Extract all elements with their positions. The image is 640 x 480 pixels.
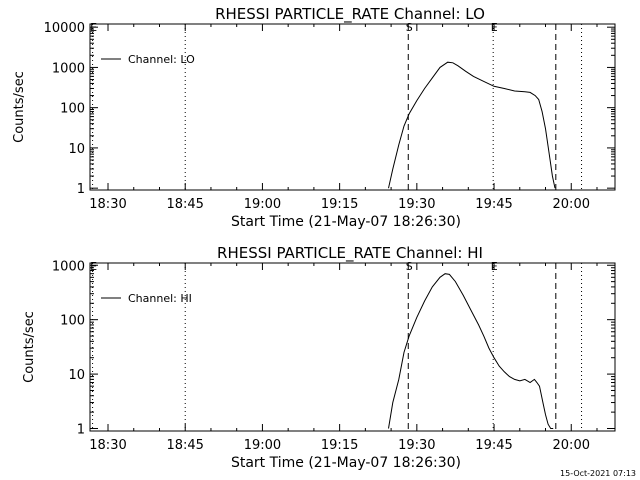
x-tick-label: 19:45 xyxy=(475,197,512,212)
event-markers-lo: ESE xyxy=(90,21,583,190)
event-marker-label: S xyxy=(406,260,413,273)
plot-frame-lo xyxy=(89,23,616,191)
series-line-hi xyxy=(388,273,554,429)
x-tick-label: 18:30 xyxy=(89,438,126,453)
y-tick-label: 10 xyxy=(68,368,85,383)
y-tick-label: 1000 xyxy=(52,259,85,274)
x-axis-ticks-hi: 18:30 18:45 19:00 19:15 19:30 19:45 20:00 xyxy=(89,263,598,453)
y-axis-ticks-hi: 1 10 100 1000 xyxy=(52,259,615,438)
x-tick-label: 18:30 xyxy=(89,197,126,212)
panel-lo: RHESSI PARTICLE_RATE Channel: LO ESE 18:… xyxy=(12,5,616,230)
y-axis-label-hi: Counts/sec xyxy=(22,311,37,383)
plot-frame-hi xyxy=(89,262,616,432)
y-tick-label: 100 xyxy=(60,102,85,117)
y-tick-label: 10 xyxy=(68,142,85,157)
event-marker-label: E xyxy=(90,260,97,273)
x-tick-label: 19:15 xyxy=(321,438,358,453)
footer-timestamp: 15-Oct-2021 07:13 xyxy=(560,469,636,478)
x-tick-label: 20:00 xyxy=(553,438,590,453)
y-tick-label: 1 xyxy=(77,423,85,438)
legend-lo: Channel: LO xyxy=(101,53,195,66)
x-tick-label: 18:45 xyxy=(166,197,203,212)
x-tick-label: 19:45 xyxy=(475,438,512,453)
x-tick-label: 18:45 xyxy=(166,438,203,453)
x-axis-ticks-lo: 18:30 18:45 19:00 19:15 19:30 19:45 20:00 xyxy=(89,24,598,212)
chart-title-hi: RHESSI PARTICLE_RATE Channel: HI xyxy=(217,244,483,263)
y-tick-label: 100 xyxy=(60,314,85,329)
x-tick-label: 20:00 xyxy=(553,197,590,212)
panel-hi: RHESSI PARTICLE_RATE Channel: HI ESE 18:… xyxy=(22,244,616,471)
x-tick-label: 19:15 xyxy=(321,197,358,212)
x-axis-label-lo: Start Time (21-May-07 18:26:30) xyxy=(231,214,461,230)
event-marker-label: S xyxy=(406,21,413,34)
y-tick-label: 10000 xyxy=(44,21,85,36)
legend-hi: Channel: HI xyxy=(101,292,192,305)
y-axis-label-lo: Counts/sec xyxy=(12,71,27,143)
x-tick-label: 19:30 xyxy=(398,438,435,453)
x-tick-label: 19:30 xyxy=(398,197,435,212)
legend-label-hi: Channel: HI xyxy=(128,292,192,305)
x-tick-label: 19:00 xyxy=(244,438,281,453)
y-tick-label: 1 xyxy=(77,182,85,197)
chart-title-lo: RHESSI PARTICLE_RATE Channel: LO xyxy=(215,5,485,24)
y-tick-label: 1000 xyxy=(52,61,85,76)
series-line-lo xyxy=(388,61,556,189)
event-markers-hi: ESE xyxy=(90,260,583,431)
y-axis-ticks-lo: 1 10 100 1000 10000 xyxy=(44,21,615,197)
legend-label-lo: Channel: LO xyxy=(128,53,195,66)
x-axis-label-hi: Start Time (21-May-07 18:26:30) xyxy=(231,455,461,471)
x-tick-label: 19:00 xyxy=(244,197,281,212)
